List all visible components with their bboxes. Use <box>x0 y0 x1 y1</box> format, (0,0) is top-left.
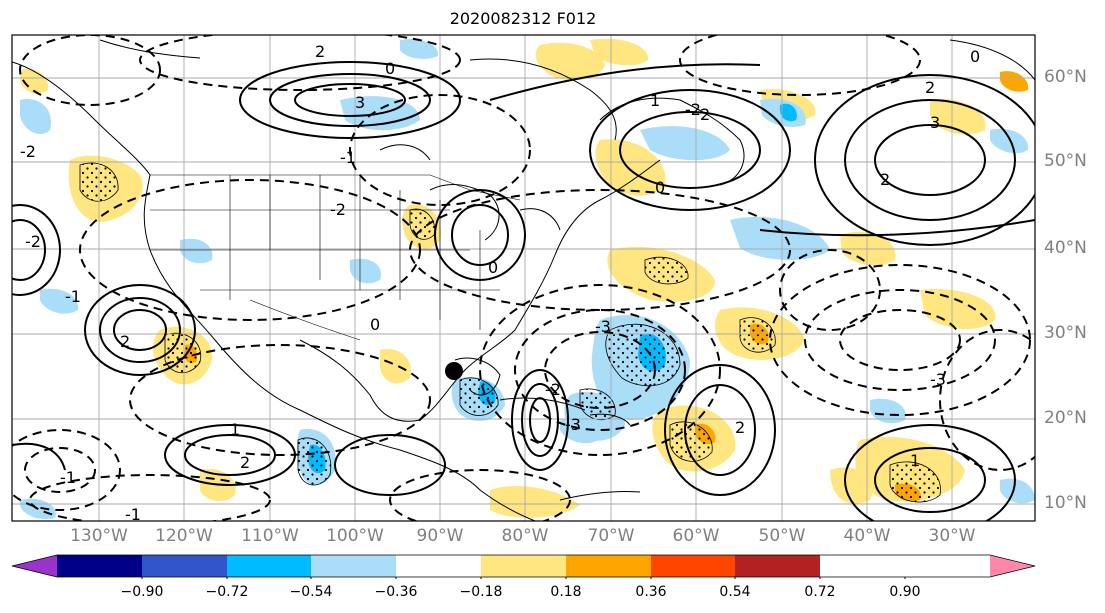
significance-stippling <box>79 162 941 503</box>
contour-label: 2 <box>880 170 890 189</box>
political-borders <box>150 174 521 341</box>
contour-label: -1 <box>125 505 141 524</box>
map-title: 2020082312 F012 <box>449 9 597 28</box>
lon-label: 70°W <box>587 526 635 546</box>
lon-label: 40°W <box>843 526 891 546</box>
contour-label: 3 <box>930 113 940 132</box>
dashed-contours <box>12 35 1035 521</box>
colorbar-tick-label: 0.54 <box>719 584 751 600</box>
colorbar-tick-label: −0.18 <box>459 584 503 600</box>
contour-label: -1 <box>60 468 76 487</box>
solid-contours <box>12 61 1035 521</box>
colorbar-tick-label: −0.90 <box>120 584 164 600</box>
colorbar-extend-low <box>12 555 57 577</box>
colorbar-tick-label: 0.36 <box>635 584 667 600</box>
map-panel: 1 -1 2 -2 3 -3 0 2 0 -1 1 2 -2 -3 2 3 0 … <box>11 34 1036 524</box>
colorbar-tick-label: −0.72 <box>205 584 249 600</box>
colorbar-segment <box>57 555 142 577</box>
contour-label: -1 <box>65 287 81 306</box>
map-frame <box>11 34 1036 522</box>
contour-label: 2 <box>315 42 325 61</box>
contour-label: 2 <box>700 105 710 124</box>
contour-label: -2 <box>545 380 561 399</box>
colorbar-outline <box>11 554 1036 578</box>
contour-label: 0 <box>655 178 665 197</box>
contour-label: 2 <box>120 332 130 351</box>
contour-label: -3 <box>595 317 611 336</box>
contour-label: 1 <box>910 451 920 470</box>
lon-label: 60°W <box>672 526 720 546</box>
lat-label: 60°N <box>1044 67 1087 87</box>
contour-label: 1 <box>650 91 660 110</box>
lon-label: 130°W <box>70 526 128 546</box>
lon-label: 100°W <box>326 526 384 546</box>
contour-label: 2 <box>240 453 250 472</box>
colorbar-segment <box>651 555 735 577</box>
contour-label: -2 <box>330 200 346 219</box>
contour-label: 1 <box>230 420 240 439</box>
location-marker <box>445 362 463 380</box>
colorbar-segment <box>396 555 481 577</box>
contour-label: 3 <box>355 93 365 112</box>
contour-label: -2 <box>685 100 701 119</box>
lon-label: 90°W <box>416 526 464 546</box>
lon-label: 110°W <box>241 526 299 546</box>
colorbar-segment <box>311 555 396 577</box>
colorbar-extend-high <box>990 555 1035 577</box>
colorbar-segment <box>227 555 311 577</box>
contour-label: -1 <box>340 148 356 167</box>
colorbar-segment <box>481 555 566 577</box>
lon-label: 30°W <box>928 526 976 546</box>
contour-label: -2 <box>25 232 41 251</box>
colorbar-tick-label: −0.54 <box>289 584 333 600</box>
lat-label: 20°N <box>1044 408 1087 428</box>
lat-label: 50°N <box>1044 151 1087 171</box>
colorbar-segment <box>566 555 651 577</box>
contour-label: -2 <box>20 142 36 161</box>
colorbar-tick-label: 0.72 <box>804 584 836 600</box>
lon-label: 80°W <box>501 526 549 546</box>
contour-label: 2 <box>735 418 745 437</box>
contour-labels: 1 -1 2 -2 3 -3 0 2 0 -1 1 2 -2 -3 2 3 0 … <box>20 42 980 524</box>
contour-label: 0 <box>370 315 380 334</box>
contour-label: 0 <box>970 47 980 66</box>
colorbar-tick-label: −0.36 <box>374 584 418 600</box>
contour-label: 2 <box>925 78 935 97</box>
lon-label: 120°W <box>155 526 213 546</box>
colorbar <box>11 554 1036 579</box>
colorbar-segment <box>735 555 820 577</box>
colorbar-tick-label: 0.90 <box>889 584 921 600</box>
contour-label: -3 <box>565 415 581 434</box>
lat-label: 30°N <box>1044 323 1087 343</box>
colorbar-segment <box>142 555 227 577</box>
colorbar-tick-label: 0.18 <box>550 584 582 600</box>
contour-label: 0 <box>385 59 395 78</box>
lon-label: 50°W <box>758 526 806 546</box>
contour-label: 0 <box>488 258 498 277</box>
contour-label: -3 <box>930 370 946 389</box>
lat-label: 40°N <box>1044 238 1087 258</box>
lat-label: 10°N <box>1044 493 1087 513</box>
